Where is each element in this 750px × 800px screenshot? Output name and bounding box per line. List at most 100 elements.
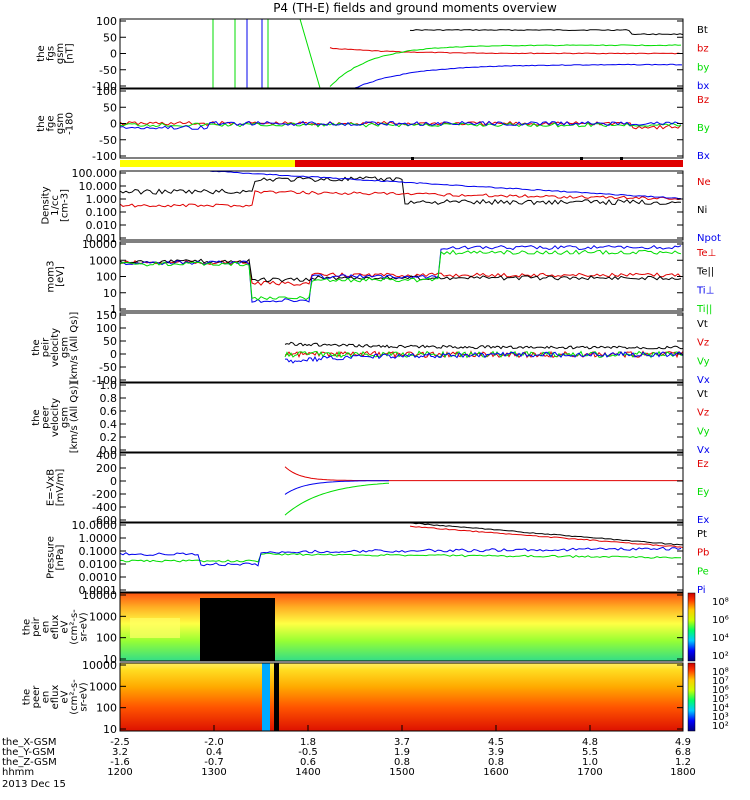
ytick-label: 1000 <box>89 254 117 267</box>
ytick-label: 0.0100 <box>79 558 118 571</box>
ytick-label: -50 <box>99 361 117 374</box>
xaxis-value: 3.9 <box>488 747 504 758</box>
ytick-label: 0 <box>110 348 117 361</box>
ytick-label: 0 <box>110 48 117 61</box>
ylabel-line: [eV] <box>55 266 66 287</box>
xaxis-value: 4.9 <box>675 737 691 748</box>
ylabel-line: gsm <box>55 43 66 64</box>
colorbar <box>687 662 696 732</box>
ylabel-line: sr-eV) <box>79 682 90 711</box>
ytick-label: 0.0001 <box>79 584 118 597</box>
ytick-label: 10000 <box>82 238 117 251</box>
legend-Vt: Vt <box>697 389 708 400</box>
ytick-label: 0.0010 <box>79 571 118 584</box>
heatmap-gap <box>200 598 275 661</box>
ylabel-line: peer <box>31 685 42 709</box>
ytick-label: 100 <box>96 15 117 28</box>
ytick-label: -200 <box>92 488 117 501</box>
ylabel-line: [km/s (All Qs)] <box>69 312 80 384</box>
legend-Ti||: Ti|| <box>696 304 712 315</box>
trace-by-early <box>268 19 321 88</box>
xaxis-row-label: the_Z-GSM <box>2 757 57 768</box>
ytick-label: 100 <box>96 85 117 98</box>
xaxis-value: 1.8 <box>300 737 316 748</box>
ytick-label: 10000 <box>82 659 117 672</box>
legend-Vz: Vz <box>697 408 709 419</box>
trace-Bx <box>120 120 682 130</box>
trace-Te-par <box>120 258 682 283</box>
ytick-label: -400 <box>92 501 117 514</box>
colorbar-label: 10⁶ <box>712 685 729 696</box>
ytick-label: 1.000 <box>86 193 118 206</box>
plot-area-fgs <box>212 19 683 88</box>
trace-Ez <box>284 466 683 482</box>
ytick-label: 0 <box>110 475 117 488</box>
ylabel-line: [mV/m] <box>55 469 66 507</box>
xaxis-row-label: hhmm <box>2 767 34 778</box>
ylabel-line: gsm <box>60 337 71 358</box>
trace-Pi <box>120 546 682 567</box>
trace-Ti-par <box>120 249 682 301</box>
ylabel-line: 1/cc <box>50 195 61 216</box>
ytick-label: 10.0000 <box>72 519 118 532</box>
xaxis-value: 3.2 <box>112 747 128 758</box>
ytick-label: 0.001 <box>86 232 118 245</box>
trace-Ne <box>120 190 682 208</box>
ytick-label: 0 <box>110 118 117 131</box>
ylabel-line: [km/s (All Qs)] <box>69 382 80 454</box>
xaxis-value: 1500 <box>389 767 414 778</box>
mode-bar-slow <box>120 160 295 167</box>
heatmap-dropout <box>274 663 279 731</box>
colorbar-label: 10⁵ <box>712 694 729 705</box>
ytick-label: 10 <box>103 287 117 300</box>
colorbar-label: 10² <box>712 721 729 732</box>
ytick-label: 100 <box>96 322 117 335</box>
ylabel-line: gsm <box>55 113 66 134</box>
burst-marker <box>580 157 583 160</box>
ytick-label: 0.100 <box>86 206 118 219</box>
legend-Ti⊥: Ti⊥ <box>696 285 714 296</box>
mode-bar-fast <box>295 160 683 167</box>
plot-area-temperature <box>120 244 682 303</box>
legend-Vx: Vx <box>697 375 710 386</box>
frame-peir_velocity <box>119 312 684 383</box>
ytick-label: 200 <box>96 462 117 475</box>
ylabel-line: fgs <box>45 46 56 61</box>
colorbar-label: 10⁸ <box>712 667 729 678</box>
ytick-label: 1000 <box>89 610 117 623</box>
plot-area-peir_en_eflux <box>120 593 683 661</box>
ytick-label: 150 <box>96 309 117 322</box>
xaxis-value: 0.8 <box>394 757 410 768</box>
plot-area-peir_velocity <box>284 341 683 364</box>
trace-Pe <box>120 552 681 563</box>
ytick-label: 10 <box>103 723 117 736</box>
xaxis-value: 0.8 <box>488 757 504 768</box>
xaxis-value: -2.5 <box>110 737 130 748</box>
legend-Ni: Ni <box>697 205 707 216</box>
ytick-label: 100.000 <box>72 167 118 180</box>
trace-Te-perp <box>120 260 682 286</box>
legend-Te⊥: Te⊥ <box>696 248 716 259</box>
ylabel-line: gsm <box>60 407 71 428</box>
ytick-label: 0.8 <box>100 392 118 405</box>
ytick-label: -50 <box>99 134 117 147</box>
burst-marker <box>411 157 414 160</box>
xaxis-value: 1700 <box>577 767 602 778</box>
colorbar-label: 10⁷ <box>712 676 729 687</box>
ylabel-line: en <box>41 691 52 704</box>
ylabel-line: velocity <box>50 398 61 437</box>
ylabel-line: [cm-3] <box>60 189 71 222</box>
ylabel-line: the <box>22 619 33 635</box>
trace-Ey <box>284 482 390 516</box>
ylabel-line: the <box>31 409 42 425</box>
xaxis-value: 5.5 <box>582 747 598 758</box>
ytick-label: 0.1000 <box>79 545 118 558</box>
plot-area-peer_en_eflux <box>120 663 683 731</box>
legend-Pi: Pi <box>697 585 706 596</box>
ytick-label: -50 <box>99 64 117 77</box>
x-axis-table: the_X-GSM -2.5 -2.0 1.8 3.7 4.5 4.8 4.9 the_Y-GS… <box>2 725 696 790</box>
ytick-label: 100 <box>96 632 117 645</box>
ytick-label: 0.0 <box>100 444 118 457</box>
panels: 100500-50-100thefgsgsm[nT]Btbzbybx100500… <box>22 15 729 736</box>
